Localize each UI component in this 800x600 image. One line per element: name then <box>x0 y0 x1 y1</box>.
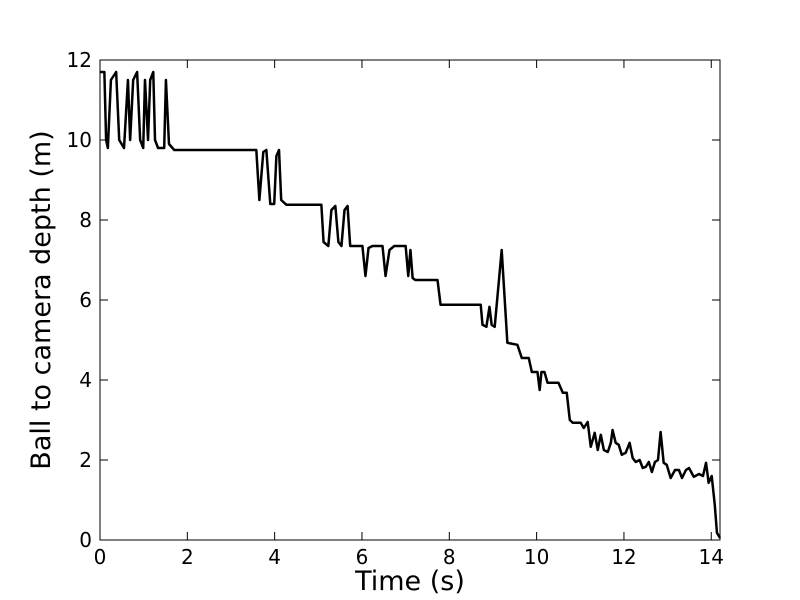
x-tick-label: 6 <box>356 545 369 569</box>
y-tick-label: 0 <box>79 528 92 552</box>
x-tick-label: 2 <box>181 545 194 569</box>
plot-frame <box>99 59 721 541</box>
y-tick-label: 2 <box>79 448 92 472</box>
data-line <box>100 70 722 539</box>
x-tick-label: 12 <box>611 545 636 569</box>
y-tick-label: 8 <box>79 208 92 232</box>
x-tick-label: 0 <box>94 545 107 569</box>
x-axis-label: Time (s) <box>354 566 465 597</box>
x-tick-label: 4 <box>268 545 281 569</box>
x-tick-label: 10 <box>524 545 549 569</box>
y-tick-label: 4 <box>79 368 92 392</box>
y-tick-label: 10 <box>67 128 92 152</box>
x-tick-label: 14 <box>699 545 724 569</box>
y-tick-label: 6 <box>79 288 92 312</box>
x-tick-label: 8 <box>443 545 456 569</box>
y-axis-label: Ball to camera depth (m) <box>26 130 57 469</box>
y-tick-label: 12 <box>67 48 92 72</box>
